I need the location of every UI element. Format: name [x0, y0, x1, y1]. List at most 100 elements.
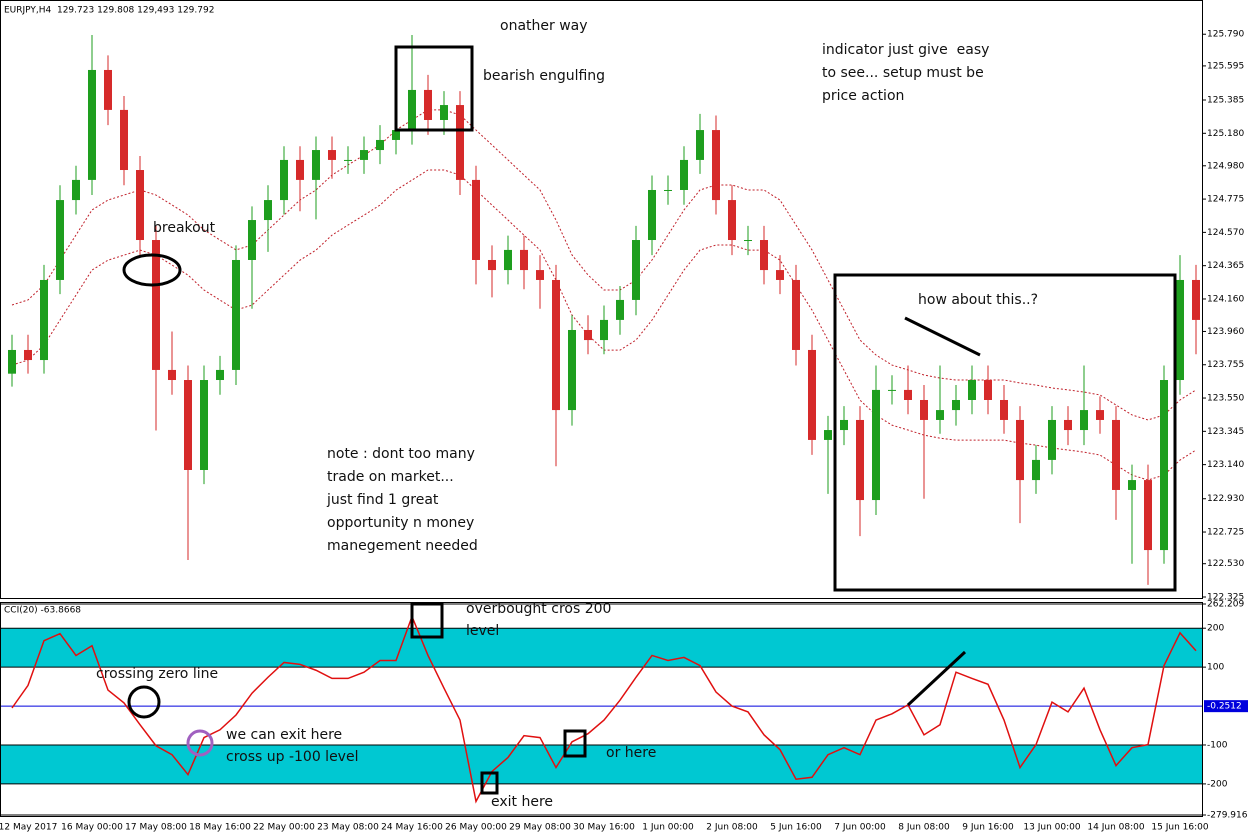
annotation-box — [480, 771, 499, 795]
candle-body — [296, 159, 304, 180]
x-tick-label: 24 May 16:00 — [381, 823, 443, 833]
y-tick-label: 124.160 — [1207, 294, 1244, 304]
x-tick-label: 23 May 08:00 — [317, 823, 379, 833]
annotation: how about this..? — [918, 292, 1038, 308]
annotation: manegement needed — [327, 538, 478, 554]
candle-body — [440, 105, 448, 120]
candle-body — [728, 200, 736, 241]
candle-body — [680, 159, 688, 190]
zero-label: -0.2512 — [1207, 702, 1242, 712]
candle-body — [456, 105, 464, 180]
candle-body — [632, 240, 640, 300]
x-tick-label: 15 Jun 16:00 — [1151, 823, 1208, 833]
envelope-line — [11, 109, 1197, 421]
annotation: opportunity n money — [327, 515, 474, 531]
x-tick-label: 30 May 16:00 — [573, 823, 635, 833]
candle-body — [920, 399, 928, 420]
annotation: trade on market... — [327, 469, 454, 485]
candle-body — [376, 139, 384, 151]
y-tick-label: 125.385 — [1207, 96, 1244, 106]
candle-body — [344, 159, 352, 161]
zero-label-bg — [1204, 700, 1248, 713]
candle-body — [664, 189, 672, 191]
cci-annotations: overbought cros 200 level crossing zero … — [96, 601, 967, 810]
annotation: indicator just give easy — [822, 42, 989, 58]
candle-body — [408, 89, 416, 131]
x-tick-label: 18 May 16:00 — [189, 823, 251, 833]
annotation: overbought cros 200 — [466, 601, 611, 617]
candle-body — [72, 179, 80, 201]
x-tick-label: 1 Jun 00:00 — [642, 823, 694, 833]
candle-body — [744, 240, 752, 242]
candle-body — [1096, 410, 1104, 420]
y-tick-label: 123.550 — [1207, 394, 1244, 404]
annotation-line — [906, 650, 967, 707]
cci-title: CCI(20) -63.8668 — [4, 606, 81, 616]
annotation: price action — [822, 88, 904, 104]
annotation: we can exit here — [226, 727, 342, 743]
level-band — [1, 628, 1202, 668]
x-tick-label: 5 Jun 16:00 — [770, 823, 822, 833]
y-tick-label: -200 — [1207, 779, 1228, 789]
level-band — [1, 744, 1202, 784]
candle-body — [200, 380, 208, 470]
candle-body — [1112, 419, 1120, 490]
candle-body — [152, 240, 160, 370]
candle-body — [232, 259, 240, 370]
y-tick-label: 122.725 — [1207, 528, 1244, 538]
candle-body — [712, 130, 720, 201]
annotation: crossing zero line — [96, 666, 218, 682]
candle-body — [1160, 380, 1168, 551]
y-tick-label: 100 — [1207, 663, 1224, 673]
annotation-line — [904, 316, 981, 357]
annotation-box — [563, 729, 587, 758]
candle-body — [968, 380, 976, 400]
annotation: note : dont too many — [327, 446, 475, 462]
annotation-circle — [127, 685, 161, 719]
y-tick-label: 124.365 — [1207, 261, 1244, 271]
candle-body — [856, 419, 864, 501]
x-tick-label: 29 May 08:00 — [509, 823, 571, 833]
candle-body — [760, 240, 768, 271]
y-tick-label: -100 — [1207, 740, 1228, 750]
candle-body — [264, 200, 272, 221]
y-tick-label: 262.209 — [1207, 600, 1244, 610]
y-tick-label: 122.530 — [1207, 559, 1244, 569]
candle-body — [600, 319, 608, 341]
y-tick-label: 123.140 — [1207, 460, 1244, 470]
candle-body — [1176, 279, 1184, 381]
candle-body — [520, 249, 528, 271]
candle-body — [872, 389, 880, 501]
candle-body — [1048, 419, 1056, 460]
candle-body — [1016, 419, 1024, 481]
x-tick-label: 26 May 00:00 — [445, 823, 507, 833]
annotation: to see... setup must be — [822, 65, 984, 81]
candle-body — [216, 369, 224, 381]
y-tick-label: 124.980 — [1207, 161, 1244, 171]
candle-body — [472, 179, 480, 260]
candle-body — [280, 159, 288, 201]
candle-body — [1144, 480, 1152, 551]
annotation: cross up -100 level — [226, 749, 358, 765]
candle-body — [184, 380, 192, 470]
annotation: breakout — [153, 220, 216, 236]
annotation-circle — [186, 729, 214, 757]
y-tick-label: 125.180 — [1207, 129, 1244, 139]
candle-body — [328, 150, 336, 160]
y-tick-label: 122.930 — [1207, 494, 1244, 504]
x-tick-label: 17 May 08:00 — [125, 823, 187, 833]
y-tick-label: 124.570 — [1207, 228, 1244, 238]
candle-body — [824, 430, 832, 440]
candle-body — [1000, 399, 1008, 420]
candle-body — [88, 69, 96, 180]
candle-body — [1192, 279, 1200, 320]
candle-body — [1128, 480, 1136, 490]
candle-body — [904, 389, 912, 400]
candle-body — [360, 150, 368, 160]
y-tick-label: 123.960 — [1207, 327, 1244, 337]
candle-body — [488, 259, 496, 271]
candle-body — [840, 419, 848, 431]
candle-body — [136, 170, 144, 241]
candle-body — [1080, 410, 1088, 431]
